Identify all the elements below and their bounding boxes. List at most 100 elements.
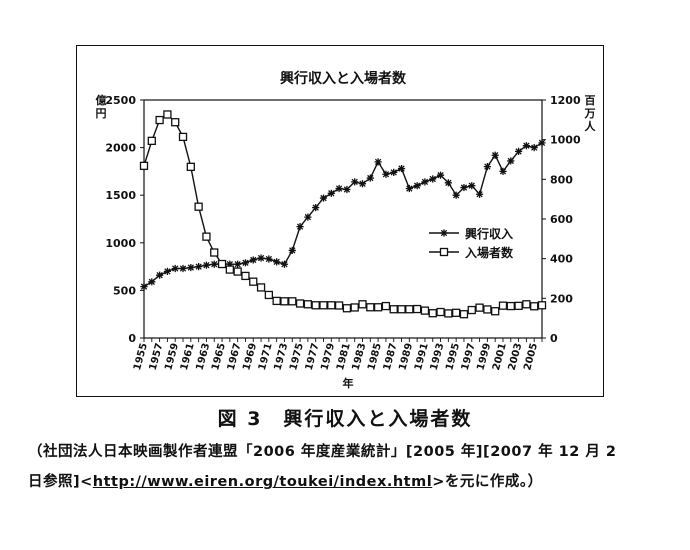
attendance-data-point: [537, 301, 547, 310]
box-office-data-point: [234, 260, 242, 268]
box-office-data-point: [187, 263, 195, 272]
attendance-data-point: [233, 267, 242, 276]
attendance-data-point: [350, 303, 359, 312]
attendance-data-point: [381, 301, 391, 311]
box-office-data-point: [296, 223, 304, 231]
box-office-data-point: [226, 260, 234, 268]
attendance-data-point: [530, 302, 539, 311]
box-office-data-point: [156, 271, 164, 279]
attendance-data-point: [139, 161, 149, 170]
y-right-unit-label: 百: [585, 94, 596, 107]
y-right-tick-label: 800: [550, 173, 573, 186]
attendance-data-point: [280, 297, 289, 306]
box-office-data-point: [405, 184, 413, 193]
box-office-data-point: [514, 147, 523, 156]
attendance-data-point: [272, 296, 281, 306]
box-office-data-point: [366, 174, 374, 182]
attendance-data-point: [373, 303, 383, 312]
box-office-series-line: [143, 142, 543, 288]
box-office-data-point: [507, 157, 515, 165]
attendance-data-point: [327, 301, 336, 310]
attendance-data-point: [522, 300, 531, 309]
box-office-data-point: [280, 260, 289, 268]
attendance-data-point: [428, 309, 437, 318]
box-office-data-point: [241, 259, 250, 267]
figure-caption: 図 3 興行収入と入場者数: [217, 408, 473, 430]
attendance-data-point: [342, 304, 352, 313]
box-office-data-point: [468, 182, 476, 190]
box-office-data-point: [475, 190, 484, 198]
box-office-data-point: [374, 158, 382, 166]
box-office-data-point: [522, 142, 530, 150]
attendance-data-point: [147, 136, 156, 146]
attendance-data-point: [358, 300, 367, 309]
box-office-data-point: [312, 203, 320, 212]
attendance-data-point: [459, 310, 469, 319]
box-office-data-point: [273, 258, 281, 266]
attendance-data-point: [397, 305, 406, 314]
attendance-data-point: [498, 301, 508, 310]
attendance-data-point: [186, 162, 195, 171]
attendance-data-point: [405, 305, 414, 314]
box-office-data-point: [436, 171, 445, 179]
y-right-tick-label: 400: [550, 253, 573, 266]
y-left-tick-label: 1500: [105, 189, 136, 202]
attendance-data-point: [467, 305, 476, 315]
box-office-data-point: [358, 180, 367, 188]
box-office-data-point: [288, 246, 296, 255]
box-office-data-point: [460, 183, 468, 192]
box-office-data-point: [210, 260, 218, 268]
attendance-data-point: [249, 277, 258, 286]
box-office-data-point: [148, 278, 156, 286]
box-office-data-point: [397, 164, 406, 173]
source-note-prefix: 日参照]<: [28, 474, 93, 490]
attendance-data-point: [483, 305, 492, 314]
source-note-suffix: >を元に作成。）: [432, 474, 543, 490]
attendance-data-point: [194, 202, 203, 211]
source-url-link[interactable]: http://www.eiren.org/toukei/index.html: [92, 474, 433, 490]
y-right-unit-label: 万: [584, 107, 596, 120]
attendance-data-point: [303, 300, 313, 309]
source-note-line1: （社団法人日本映画製作者連盟「2006 年度産業統計」[2005 年][2007…: [28, 444, 617, 460]
attendance-data-point: [311, 301, 320, 310]
attendance-data-point: [155, 115, 164, 125]
box-office-data-point: [171, 264, 179, 273]
box-office-data-point: [530, 144, 538, 152]
attendance-data-point: [436, 307, 445, 317]
y-left-unit-label: 円: [96, 107, 107, 120]
attendance-data-point: [514, 301, 523, 311]
y-right-tick-label: 1000: [550, 134, 581, 147]
box-office-data-point: [202, 261, 211, 269]
y-left-tick-label: 0: [128, 332, 136, 345]
box-office-data-point: [249, 256, 257, 264]
attendance-data-point: [444, 309, 453, 318]
attendance-data-point: [178, 132, 188, 142]
attendance-data-point: [264, 290, 274, 300]
box-office-data-point: [483, 163, 491, 171]
box-office-data-point: [390, 168, 398, 176]
attendance-data-point: [241, 271, 250, 281]
attendance-data-point: [412, 304, 422, 314]
attendance-data-point: [334, 301, 344, 310]
y-right-tick-label: 600: [550, 213, 573, 226]
box-office-data-point: [499, 167, 507, 175]
box-office-data-point: [452, 191, 460, 199]
box-office-data-point: [335, 184, 343, 193]
attendance-data-point: [491, 307, 500, 316]
y-left-tick-label: 2500: [105, 94, 136, 107]
box-office-data-point: [257, 254, 265, 262]
y-right-unit-label: 人: [585, 119, 597, 133]
box-office-data-point: [538, 139, 546, 147]
attendance-data-point: [217, 259, 227, 269]
x-tick-label: 2005: [522, 342, 540, 372]
attendance-data-point: [506, 301, 515, 311]
legend-entry-label: 興行収入: [465, 226, 513, 241]
x-axis-label: 年: [343, 376, 354, 390]
attendance-data-point: [319, 301, 328, 310]
box-office-data-point: [343, 185, 351, 194]
legend-entry-label: 入場者数: [465, 245, 514, 260]
attendance-data-point: [295, 299, 305, 308]
box-office-data-point: [163, 267, 172, 275]
attendance-data-point: [288, 297, 297, 306]
attendance-data-point: [163, 110, 172, 119]
